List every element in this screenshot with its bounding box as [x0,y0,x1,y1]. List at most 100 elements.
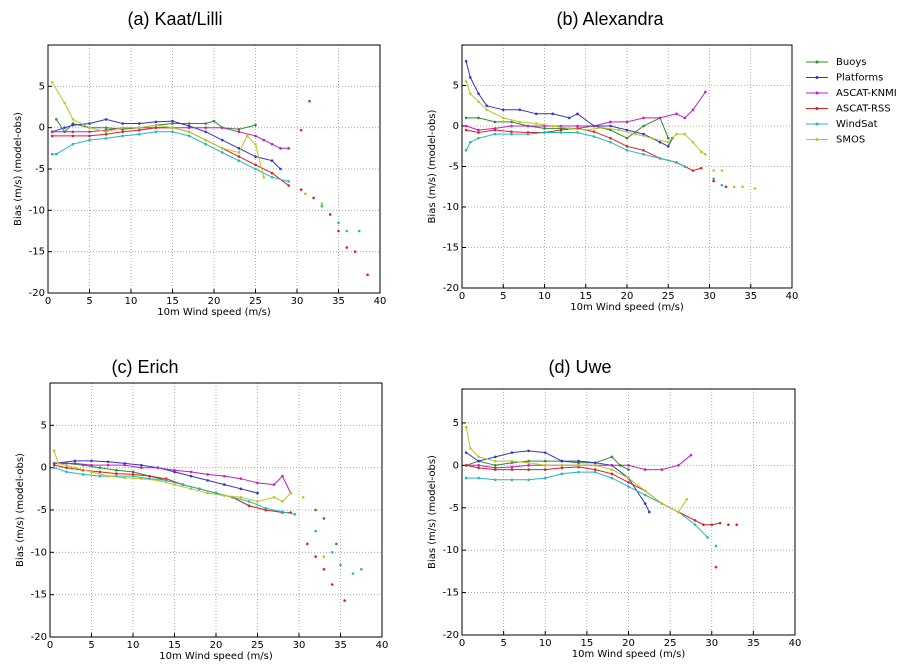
point-marker [510,465,514,469]
series-line [466,133,722,186]
x-tick-label: 0 [47,640,53,651]
x-tick-label: 15 [581,638,594,649]
legend-marker [815,138,819,141]
point-marker [231,496,234,499]
point-marker [464,149,468,152]
point-marker [239,477,243,480]
point-marker [477,116,480,120]
point-marker [691,169,695,172]
point-marker [115,472,118,475]
point-marker [720,183,724,187]
x-tick-label: 0 [45,296,51,307]
x-tick-label: 5 [88,640,94,651]
point-marker [527,449,530,453]
point-marker [666,136,670,140]
point-marker [345,246,349,249]
point-marker [464,451,468,454]
series-line [51,118,281,170]
legend-label: WindSat [836,119,878,130]
point-marker [468,76,472,79]
legend-label: Platforms [836,73,883,84]
y-axis-label: Bias (m/s) (model-obs) [13,112,24,226]
legend-marker [815,122,819,126]
point-marker [627,476,630,480]
x-tick-label: 10 [127,640,140,651]
point-marker [351,572,355,575]
point-marker [642,149,645,152]
point-marker [534,122,538,125]
point-marker [477,455,480,459]
point-marker [643,502,647,505]
point-marker [320,204,324,208]
x-axis-label: 10m Wind speed (m/s) [572,649,686,660]
x-axis-label: 10m Wind speed (m/s) [159,651,273,662]
point-marker [683,132,687,136]
point-marker [560,459,564,463]
point-marker [510,120,513,124]
point-marker [247,500,251,503]
point-marker [140,477,143,480]
point-marker [494,464,497,467]
point-marker [699,150,703,154]
x-tick-label: 25 [249,296,262,307]
point-marker [140,466,143,469]
point-marker [675,161,678,164]
series-line [465,61,673,147]
x-tick-label: 25 [664,638,677,649]
point-marker [270,142,274,146]
point-marker [609,128,612,132]
point-marker [567,116,571,120]
x-tick-label: 30 [293,640,306,651]
point-marker [306,542,309,546]
x-tick-label: 10 [125,296,138,307]
point-marker [642,124,645,128]
point-marker [477,136,480,140]
point-marker [52,463,56,467]
point-marker [510,124,513,128]
point-marker [666,144,670,148]
point-marker [643,493,647,497]
point-marker [312,196,315,200]
point-marker [187,122,191,125]
point-marker [264,507,268,510]
y-tick-label: -5 [37,505,47,516]
point-marker [138,122,141,125]
point-marker [477,100,480,103]
point-marker [154,120,158,124]
legend-label: ASCAT-RSS [836,104,891,115]
point-marker [104,118,108,121]
point-marker [270,159,274,163]
point-marker [148,474,151,478]
point-marker [501,116,505,120]
point-marker [237,147,241,150]
y-tick-label: 5 [453,418,459,429]
point-marker [704,153,707,156]
point-marker [477,128,480,132]
point-marker [610,468,614,471]
point-marker [279,167,282,171]
point-marker [518,120,522,124]
point-marker [198,487,201,491]
point-marker [712,169,715,172]
point-marker [592,135,596,138]
point-marker [308,99,311,103]
point-marker [322,567,326,571]
x-tick-label: 20 [622,638,635,649]
point-marker [477,131,480,134]
point-marker [115,468,118,472]
point-marker [106,474,110,478]
x-tick-label: 30 [291,296,304,307]
point-marker [104,126,108,129]
y-tick-label: -15 [29,247,45,258]
y-tick-label: -15 [443,243,459,254]
point-marker [156,466,160,469]
y-tick-label: -20 [443,283,459,294]
point-marker [337,229,340,233]
point-marker [494,459,497,463]
point-marker [357,229,361,233]
point-marker [254,163,257,167]
point-marker [702,523,705,527]
x-tick-label: 15 [166,296,179,307]
point-marker [189,474,193,478]
x-tick-label: 10 [538,291,551,302]
